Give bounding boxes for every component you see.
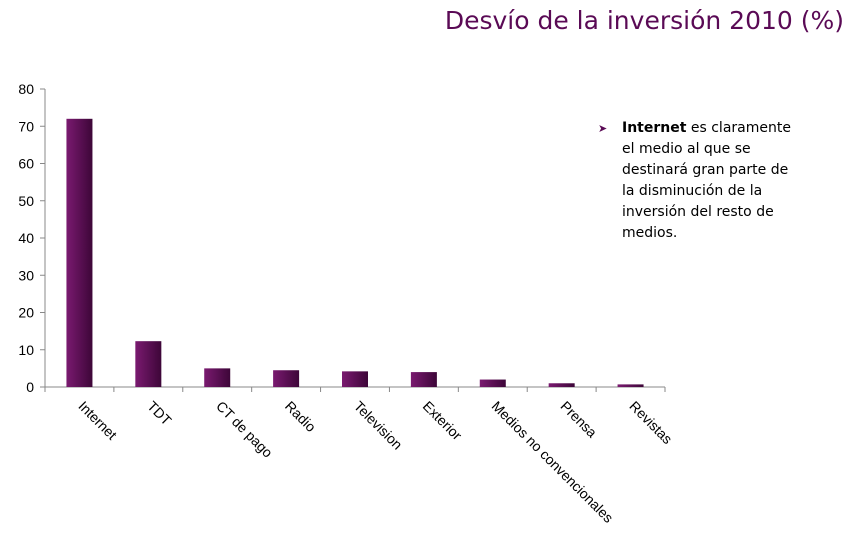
x-tick-label: CT de pago [213, 398, 276, 461]
y-tick-label: 30 [18, 267, 34, 283]
y-tick-label: 10 [18, 342, 34, 358]
bar-radio [273, 370, 300, 387]
x-tick-label: Television [351, 398, 406, 453]
y-tick-label: 80 [18, 81, 34, 97]
y-tick-label: 70 [18, 118, 34, 134]
bar-internet [66, 118, 93, 388]
y-tick-label: 0 [26, 379, 34, 395]
y-tick-label: 60 [18, 156, 34, 172]
chart-title: Desvío de la inversión 2010 (%) [444, 6, 844, 35]
annotation-text: Internet es claramente el medio al que s… [622, 118, 798, 244]
bar-medios-no-convencionales [479, 379, 506, 387]
annotation-note: ➤ Internet es claramente el medio al que… [598, 118, 798, 244]
y-tick-label: 20 [18, 305, 34, 321]
x-tick-label: Prensa [558, 398, 601, 441]
bar-television [342, 371, 368, 387]
x-tick-label: Exterior [420, 398, 466, 444]
annotation-bold: Internet [622, 120, 687, 136]
y-tick-label: 50 [18, 193, 34, 209]
x-tick-label: Revistas [626, 398, 675, 447]
bar-exterior [410, 372, 437, 387]
bar-revistas [617, 384, 644, 387]
x-tick-label: Internet [75, 398, 120, 443]
x-tick-label: TDT [144, 398, 175, 429]
bar-tdt [135, 341, 162, 387]
bullet-arrow-icon: ➤ [598, 122, 608, 135]
x-tick-label: Radio [282, 398, 319, 435]
bar-prensa [548, 383, 575, 387]
y-tick-label: 40 [18, 230, 34, 246]
x-tick-label: Medios no convencionales [489, 398, 617, 526]
annotation-rest: es claramente el medio al que se destina… [622, 120, 791, 241]
bar-ct-de-pago [204, 368, 231, 387]
